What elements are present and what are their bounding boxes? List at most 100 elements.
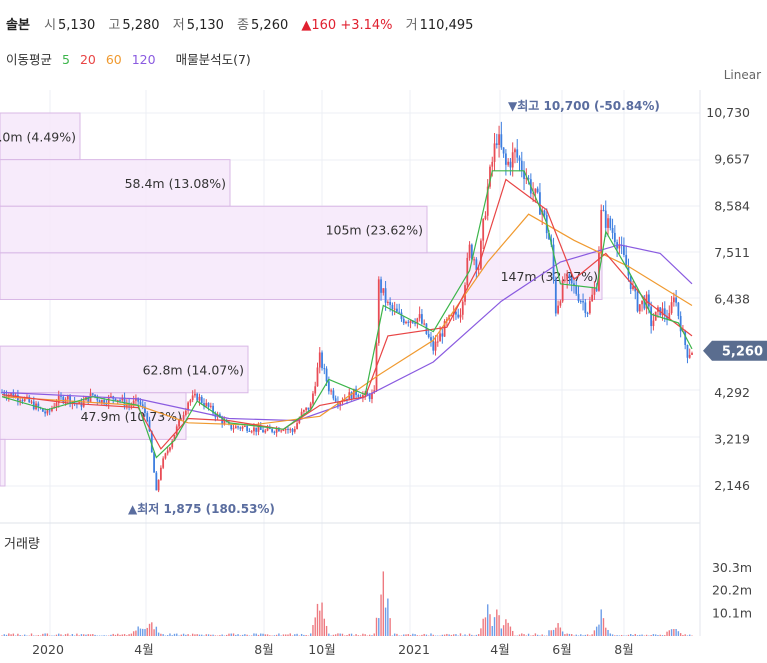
volume-bar xyxy=(191,633,194,636)
scale-mode-button[interactable]: Linear xyxy=(723,68,761,82)
volume-bar xyxy=(187,634,189,636)
close-value: 5,260 xyxy=(251,18,289,33)
ma-period-60[interactable]: 60 xyxy=(105,52,122,67)
volume-bar xyxy=(425,634,428,636)
candle-body xyxy=(570,277,573,284)
volume-bar xyxy=(89,634,92,636)
candle-body xyxy=(5,395,8,398)
volume-bar xyxy=(198,634,201,636)
volume-bar xyxy=(126,635,128,636)
candle-body xyxy=(51,408,53,411)
volume-bar xyxy=(448,634,450,636)
candle-body xyxy=(116,399,119,401)
candle-body xyxy=(198,396,201,401)
candle-body xyxy=(552,244,555,279)
candle-body xyxy=(663,308,666,317)
volume-profile-bar xyxy=(0,112,81,161)
open-label: 시 xyxy=(44,18,57,33)
volume-bar xyxy=(505,619,507,636)
ma60-line xyxy=(1,213,693,426)
volume-bar xyxy=(405,634,407,636)
candle-body xyxy=(257,426,260,432)
volume-bar xyxy=(403,634,405,636)
candle-body xyxy=(489,166,491,187)
volume-bar xyxy=(471,634,473,636)
x-tick-label: 2021 xyxy=(398,642,430,657)
volume-bar xyxy=(5,634,8,636)
candle-body xyxy=(439,333,441,342)
candle-body xyxy=(60,395,62,397)
volume-bar xyxy=(580,634,582,636)
volume-bar xyxy=(135,630,137,636)
candle-body xyxy=(153,452,155,473)
volume-bar xyxy=(341,633,344,636)
candle-body xyxy=(666,316,668,320)
candle-body xyxy=(107,396,110,405)
volume-profile-label: 105m (23.62%) xyxy=(326,223,423,238)
candle-body xyxy=(103,399,106,404)
volume-bar xyxy=(291,635,294,636)
candle-body xyxy=(520,160,523,171)
volume-bar xyxy=(577,635,580,636)
volume-bar xyxy=(409,635,412,636)
volume-bar xyxy=(60,634,62,636)
volume-bar xyxy=(582,635,584,636)
volume-bar xyxy=(294,634,296,636)
candle-body xyxy=(491,161,494,167)
candle-body xyxy=(171,440,174,448)
candle-body xyxy=(241,426,244,429)
volume-bar xyxy=(246,634,248,636)
ma120-line xyxy=(1,244,693,422)
candle-body xyxy=(427,333,430,338)
ma20-line xyxy=(1,178,693,450)
volume-bar xyxy=(173,633,176,636)
ma5-line xyxy=(1,170,693,459)
volume-bar xyxy=(675,629,677,636)
volume-bar xyxy=(375,617,378,636)
candle-body xyxy=(575,285,578,294)
volume-bar xyxy=(112,633,114,636)
volume-bar xyxy=(316,603,319,636)
candle-body xyxy=(477,268,480,270)
volume-bar xyxy=(321,602,323,636)
volume-profile-toggle[interactable]: 매물분석도(7) xyxy=(175,52,251,67)
candle-body xyxy=(421,314,423,324)
volume-bar xyxy=(521,633,523,636)
ma-period-20[interactable]: 20 xyxy=(79,52,96,67)
volume-bar xyxy=(241,634,244,636)
candle-body xyxy=(96,396,99,401)
ma-period-5[interactable]: 5 xyxy=(62,52,70,67)
candle-body xyxy=(591,294,594,302)
ma-legend[interactable]: 이동평균 5 20 60 120 매물분석도(7) xyxy=(6,49,257,68)
y-tick-label: 9,657 xyxy=(714,152,750,167)
volume-bar xyxy=(207,634,210,636)
volume-bar xyxy=(689,634,691,636)
candle-body xyxy=(278,428,280,432)
volume-bar xyxy=(180,634,183,636)
candle-body xyxy=(189,400,192,403)
candle-body xyxy=(573,283,575,286)
volume-bar xyxy=(289,633,291,636)
volume-bar xyxy=(176,633,178,636)
volume-bar xyxy=(266,634,269,636)
candle-body xyxy=(164,453,167,459)
volume-bar xyxy=(94,634,96,636)
candle-body xyxy=(150,431,153,453)
y-tick-label: 6,438 xyxy=(714,292,750,307)
candle-body xyxy=(457,314,460,318)
ma-period-120[interactable]: 120 xyxy=(131,52,156,67)
candle-body xyxy=(486,186,489,216)
volume-profile-bar xyxy=(0,205,428,254)
candle-body xyxy=(475,259,478,270)
volume-bar xyxy=(443,634,446,636)
volume-bar xyxy=(593,630,596,636)
candle-body xyxy=(330,390,333,392)
volume-bar xyxy=(285,634,287,636)
candle-body xyxy=(259,426,262,430)
volume-bar xyxy=(664,635,666,636)
candle-body xyxy=(275,428,278,433)
volume-bar xyxy=(278,633,280,636)
volume-bar xyxy=(83,634,85,636)
volume-bar xyxy=(654,634,657,636)
